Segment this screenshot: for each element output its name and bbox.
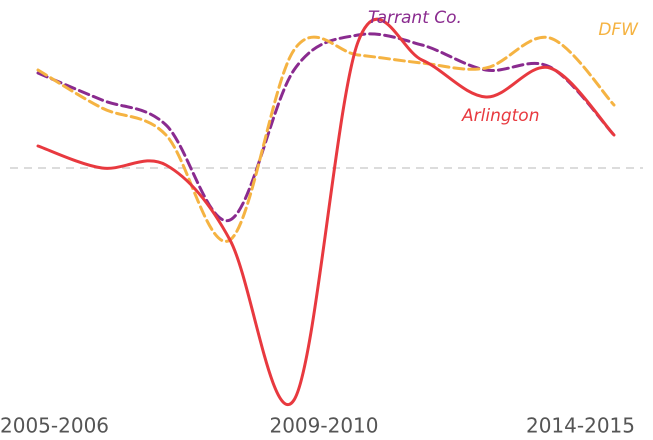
x-tick-label: 2009-2010 — [269, 414, 378, 438]
series-line — [36, 32, 616, 222]
x-tick-label: 2005-2006 — [0, 414, 109, 438]
series-line — [36, 17, 616, 406]
series-label: Tarrant Co. — [368, 8, 462, 28]
x-tick-label: 2014-2015 — [526, 414, 635, 438]
series-line — [36, 35, 616, 243]
series-label: Arlington — [461, 106, 539, 126]
series-label: DFW — [598, 20, 639, 40]
